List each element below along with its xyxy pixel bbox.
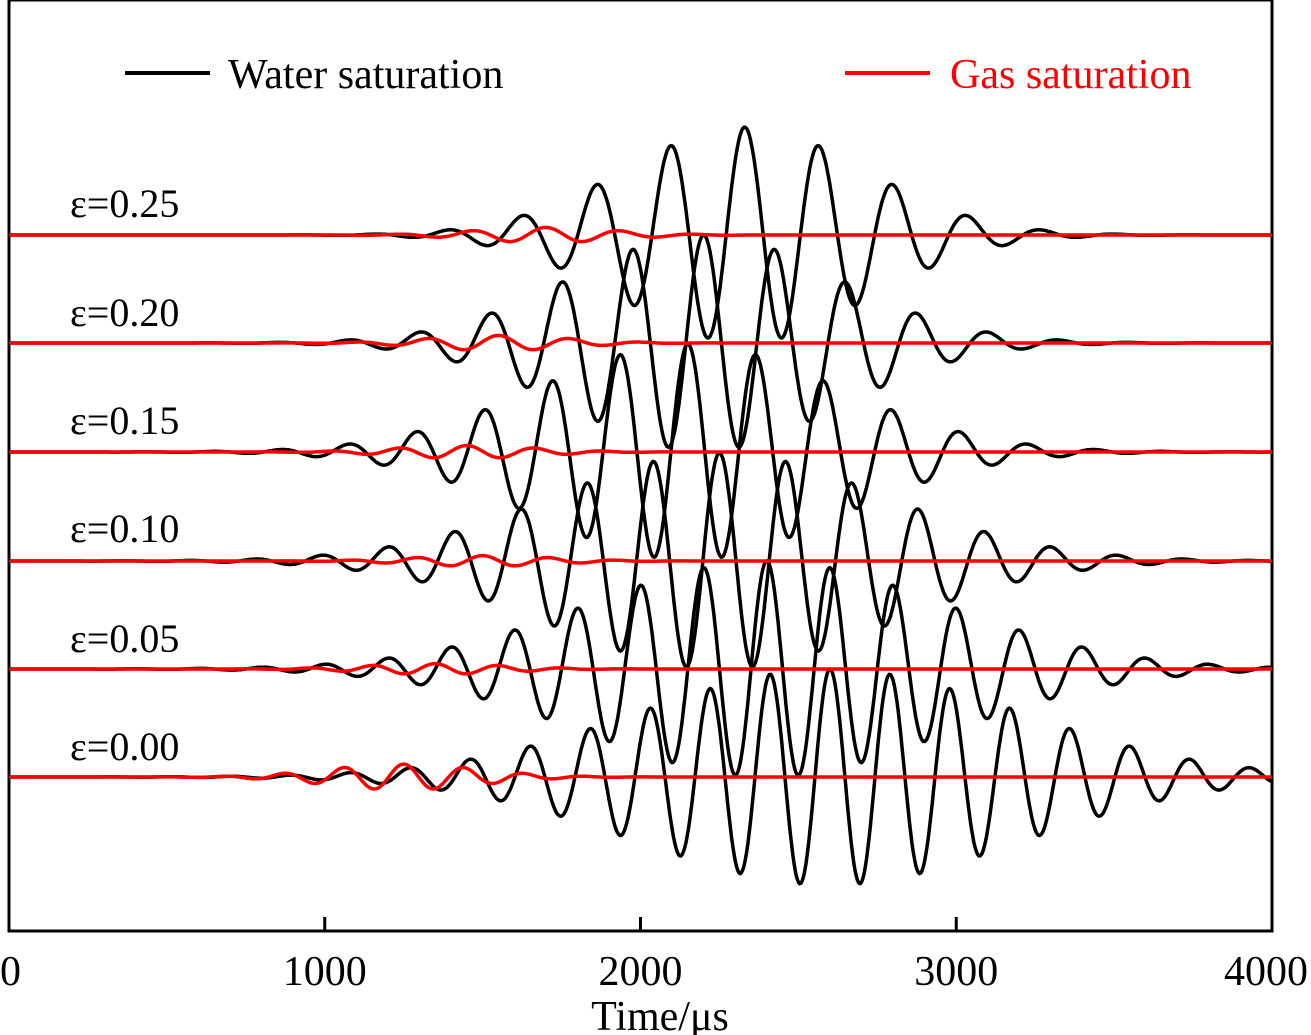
gas-trace-4 <box>9 661 1272 676</box>
gas-trace-1 <box>9 333 1272 352</box>
trace-label-eps-015: ε=0.15 <box>70 398 179 443</box>
gas-trace-0 <box>9 225 1272 244</box>
water-saturation-series <box>9 125 1273 886</box>
trace-labels: ε=0.25 ε=0.20 ε=0.15 ε=0.10 ε=0.05 ε=0.0… <box>70 181 179 769</box>
trace-label-eps-005: ε=0.05 <box>70 616 179 661</box>
x-tick-label-0: 0 <box>0 949 21 995</box>
water-trace-0 <box>9 125 1272 340</box>
trace-label-eps-025: ε=0.25 <box>70 181 179 226</box>
trace-label-eps-010: ε=0.10 <box>70 506 179 551</box>
legend: Water saturation Gas saturation <box>125 52 1191 98</box>
gas-trace-2 <box>9 443 1272 460</box>
x-tick-label-4000: 4000 <box>1224 949 1308 995</box>
gas-trace-3 <box>9 553 1272 568</box>
gas-saturation-series <box>9 225 1272 791</box>
plot-frame <box>7 0 1274 933</box>
x-axis-title: Time/μs <box>591 994 729 1035</box>
x-tick-label-1000: 1000 <box>283 949 367 995</box>
x-axis: 0 1000 2000 3000 4000 Time/μs <box>0 917 1308 1035</box>
trace-label-eps-000: ε=0.00 <box>70 724 179 769</box>
gas-trace-5 <box>9 762 1272 791</box>
legend-water-label: Water saturation <box>228 52 503 98</box>
trace-label-eps-020: ε=0.20 <box>70 290 179 335</box>
x-tick-label-2000: 2000 <box>599 949 683 995</box>
legend-gas-label: Gas saturation <box>950 52 1191 98</box>
x-tick-label-3000: 3000 <box>914 949 998 995</box>
